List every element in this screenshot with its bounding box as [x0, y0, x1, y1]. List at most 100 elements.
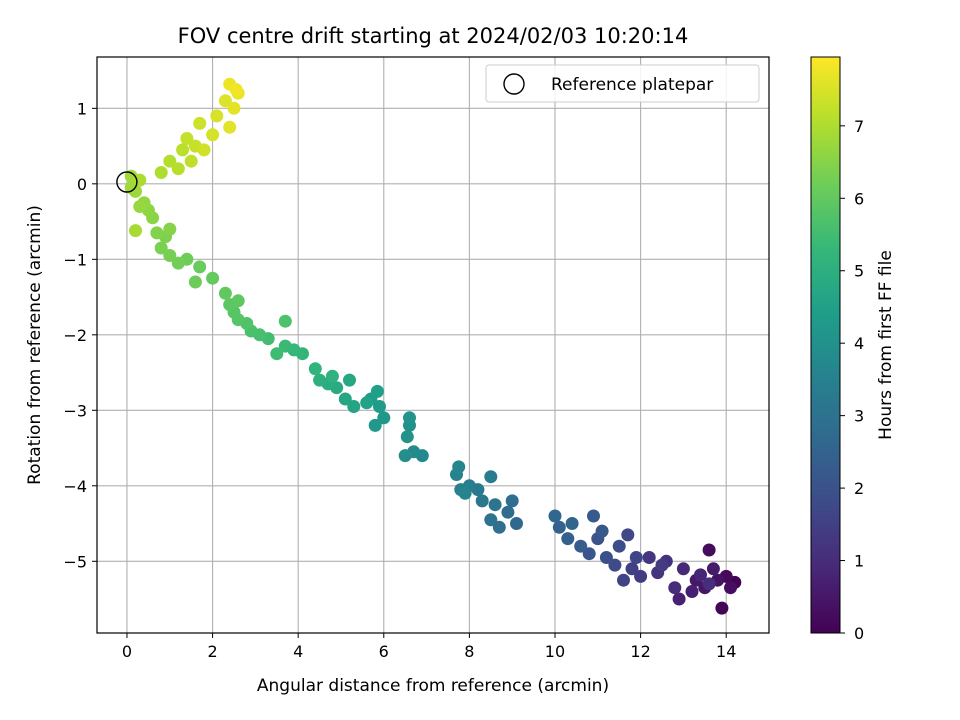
plot-frame: [96, 56, 770, 634]
data-point: [629, 551, 643, 564]
data-point: [338, 392, 352, 406]
data-point: [617, 573, 630, 587]
data-point: [188, 275, 202, 289]
data-point: [163, 222, 177, 236]
colorbar-tick-label: 5: [854, 262, 864, 281]
x-tick-label: 6: [379, 642, 389, 661]
data-point: [715, 601, 729, 615]
data-point: [206, 271, 220, 285]
y-tick-label: −5: [63, 552, 87, 571]
data-point: [510, 517, 523, 530]
x-axis-label: Angular distance from reference (arcmin): [257, 676, 609, 696]
data-point: [278, 339, 292, 353]
y-tick-label: −4: [63, 477, 87, 496]
data-point: [171, 162, 185, 176]
data-point: [400, 430, 414, 444]
colorbar-tick-label: 2: [854, 479, 864, 498]
legend-marker: [503, 73, 525, 95]
data-point: [231, 294, 245, 308]
data-point: [347, 400, 361, 413]
x-tick-label: 10: [545, 642, 565, 661]
data-point: [373, 400, 386, 413]
data-point: [561, 532, 575, 546]
data-point: [599, 551, 613, 564]
y-tick-label: −1: [63, 250, 87, 269]
colorbar-tick-label: 1: [854, 552, 864, 571]
data-point: [325, 369, 339, 383]
data-point: [655, 558, 669, 572]
data-point: [552, 520, 566, 534]
y-tick-label: −3: [63, 401, 87, 420]
data-point: [193, 116, 207, 130]
data-point: [608, 558, 622, 572]
reference-platepar-marker: [116, 171, 138, 193]
data-point: [193, 260, 207, 274]
data-point: [582, 547, 596, 561]
x-tick-label: 8: [464, 642, 474, 661]
data-point: [694, 568, 707, 582]
data-point: [587, 509, 600, 523]
data-point: [565, 517, 579, 530]
data-point: [621, 528, 635, 542]
x-tick-label: 2: [207, 642, 217, 661]
colorbar-tick-label: 3: [854, 407, 864, 426]
data-point: [180, 132, 194, 145]
data-point: [724, 581, 737, 595]
data-point: [488, 498, 502, 512]
y-tick-label: −2: [63, 326, 87, 345]
data-point: [308, 362, 322, 376]
data-point: [595, 524, 609, 538]
data-point: [163, 154, 177, 168]
data-point: [634, 569, 648, 583]
colorbar-tick-label: 0: [854, 624, 864, 643]
data-point: [676, 562, 690, 576]
data-point: [501, 505, 515, 519]
data-point: [171, 256, 185, 270]
data-point: [218, 94, 232, 108]
data-point: [227, 101, 241, 115]
data-point: [229, 83, 243, 96]
data-point: [685, 585, 699, 598]
colorbar: [810, 56, 841, 634]
data-point: [223, 120, 237, 134]
data-point: [163, 249, 177, 262]
colorbar-tick-label: 4: [854, 334, 864, 353]
x-axis-ticks: 0 2 4 6 8 10 12 14: [122, 633, 736, 661]
colorbar-tick-label: 6: [854, 189, 864, 208]
y-axis-ticks: 1 0 −1 −2 −3 −4 −5: [63, 99, 97, 571]
grid-lines: [97, 57, 769, 633]
colorbar-tick-label: 7: [854, 117, 864, 136]
colorbar-label: Hours from first FF file: [876, 250, 896, 440]
data-point: [702, 577, 716, 591]
data-point: [484, 470, 498, 484]
colorbar-ticks: 0 1 2 3 4 5 6 7: [840, 117, 864, 643]
data-point: [218, 286, 232, 300]
data-point: [184, 154, 198, 168]
data-point: [484, 513, 498, 527]
data-point: [403, 411, 416, 425]
data-point: [150, 226, 164, 240]
data-point: [154, 241, 168, 255]
data-point: [133, 200, 147, 213]
legend-label: Reference platepar: [551, 75, 713, 95]
data-point: [278, 314, 292, 328]
x-tick-label: 4: [293, 642, 303, 661]
data-point: [129, 224, 142, 238]
legend-box: [485, 64, 760, 103]
data-point: [270, 347, 284, 361]
legend: Reference platepar: [485, 64, 760, 103]
data-point: [398, 449, 412, 463]
data-point: [672, 592, 686, 606]
data-point: [154, 166, 168, 179]
data-point: [458, 486, 472, 500]
data-point: [368, 418, 382, 432]
data-point: [343, 373, 356, 387]
y-tick-label: 0: [77, 175, 87, 194]
data-point: [206, 128, 220, 142]
data-point: [360, 396, 374, 410]
y-axis-label: Rotation from reference (arcmin): [25, 205, 45, 485]
data-point: [612, 539, 626, 553]
data-point: [452, 460, 466, 474]
data-point: [377, 411, 391, 425]
x-tick-label: 12: [630, 642, 650, 661]
